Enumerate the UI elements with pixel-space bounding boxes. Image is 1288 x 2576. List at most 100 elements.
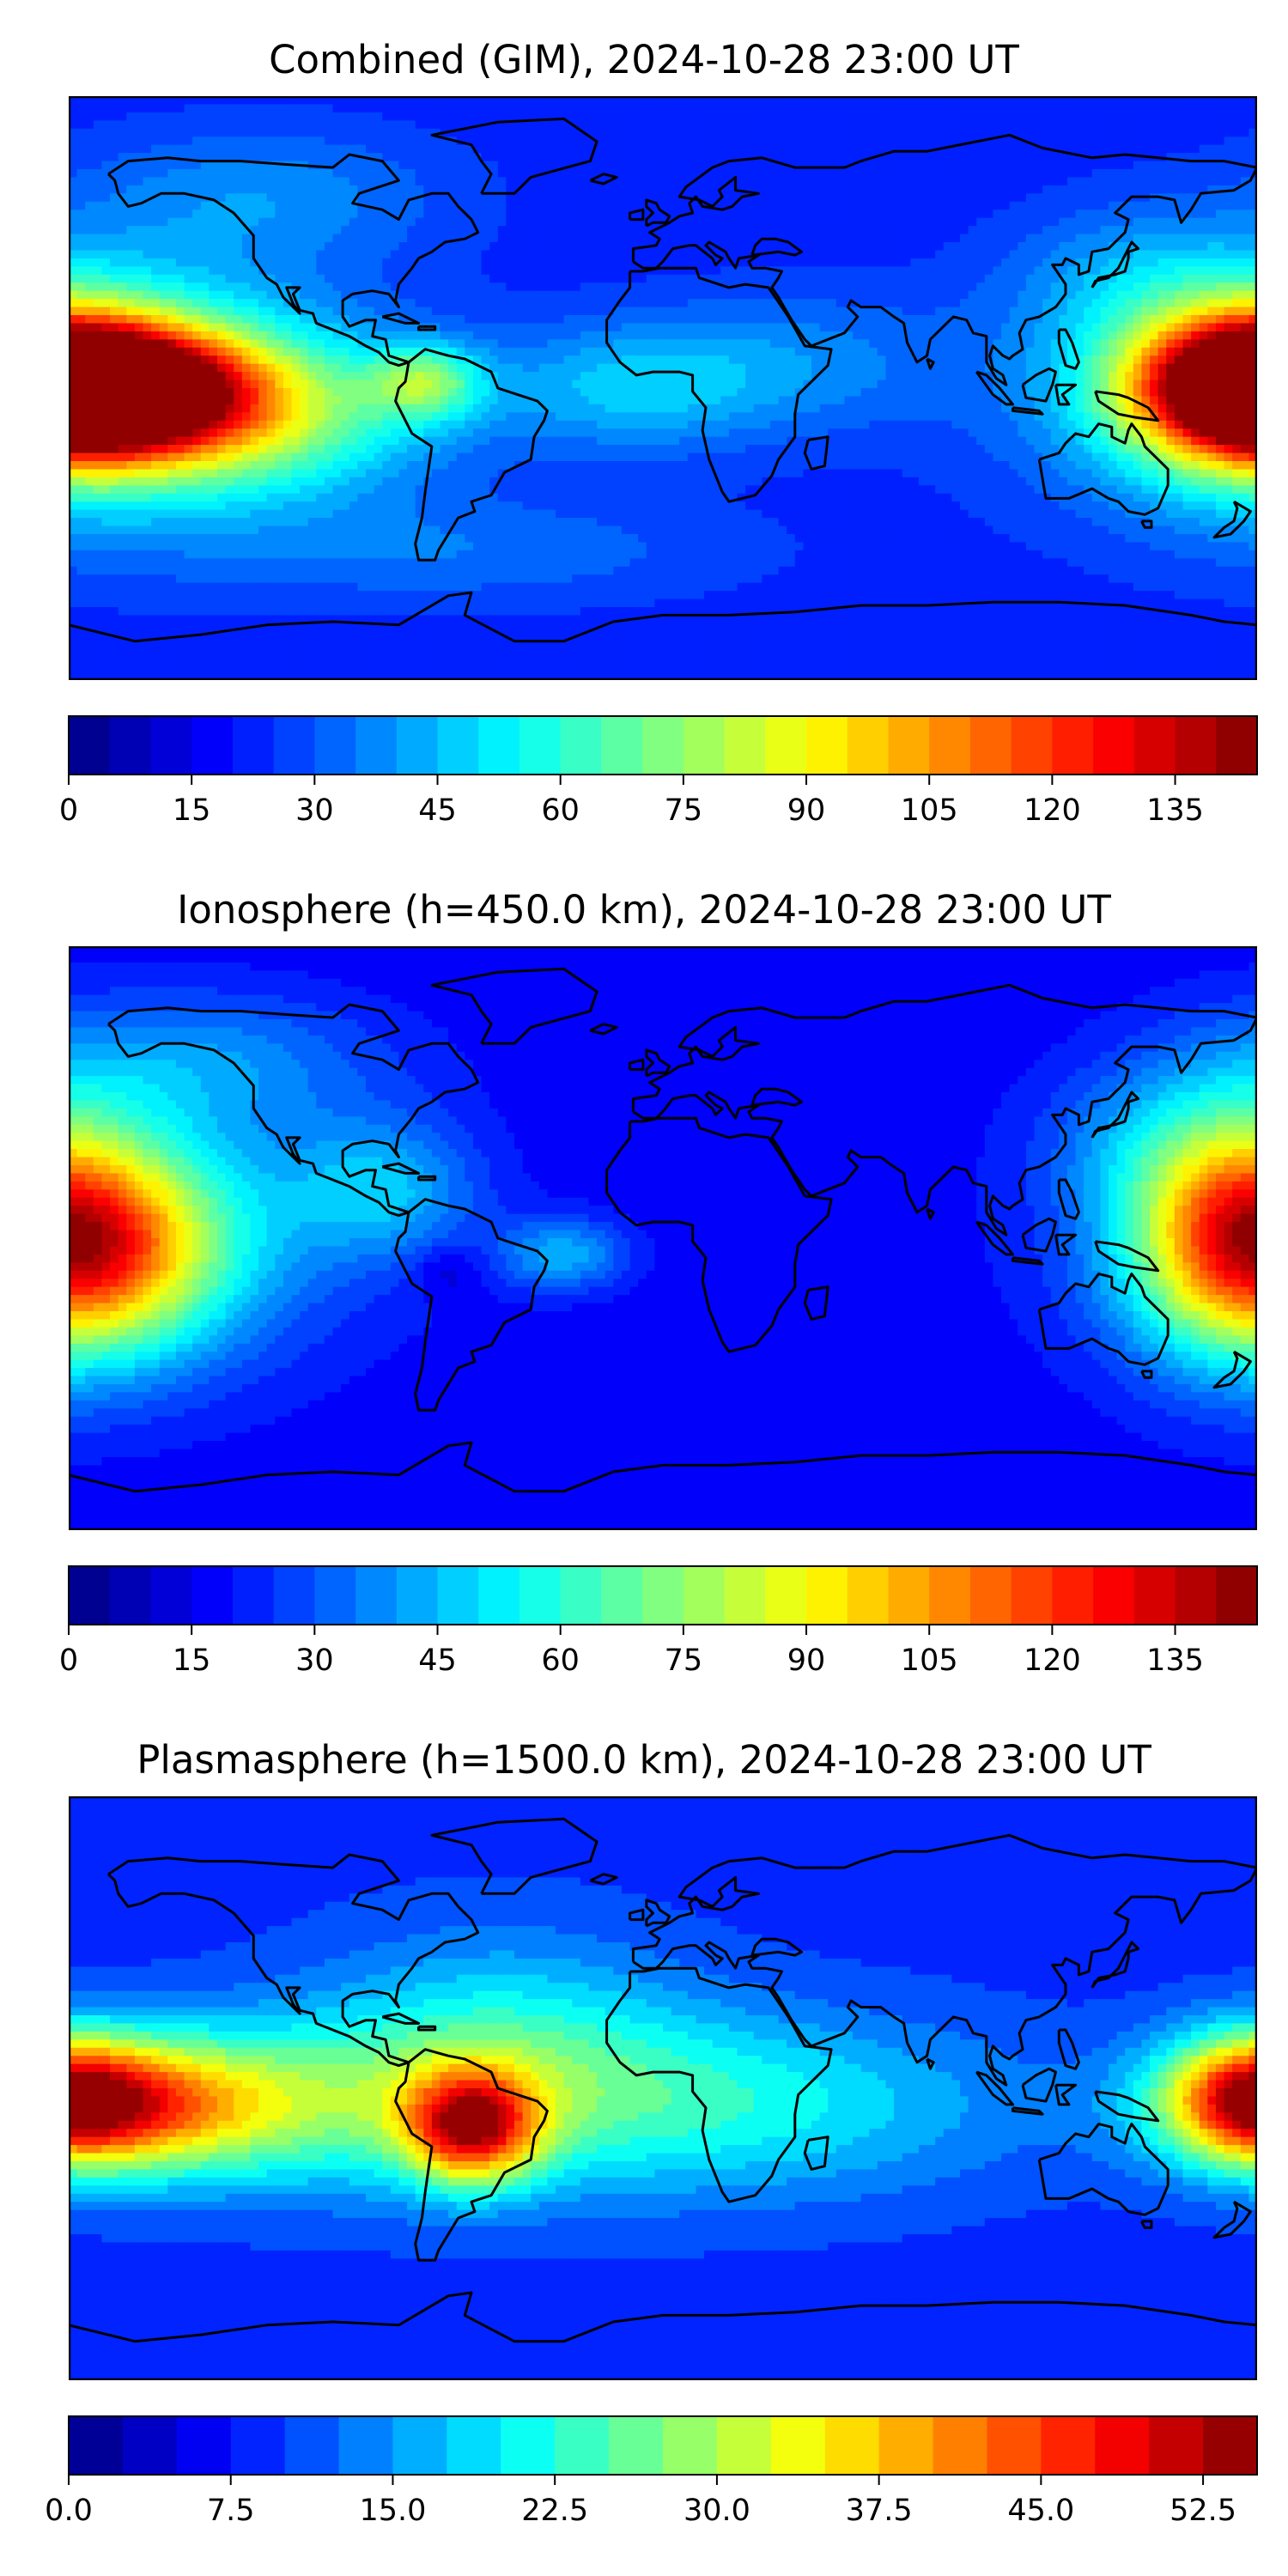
field-cell bbox=[1059, 217, 1068, 227]
field-cell bbox=[728, 144, 738, 154]
field-cell bbox=[580, 185, 590, 194]
field-cell bbox=[366, 274, 375, 283]
field-cell bbox=[332, 331, 342, 340]
field-cell bbox=[984, 250, 994, 259]
field-cell bbox=[968, 234, 977, 243]
field-cell bbox=[275, 217, 284, 227]
field-cell bbox=[134, 201, 144, 210]
field-cell bbox=[431, 363, 441, 373]
field-cell bbox=[1034, 363, 1043, 373]
field-cell bbox=[497, 210, 507, 219]
field-cell bbox=[844, 104, 854, 113]
field-cell bbox=[209, 299, 218, 308]
field-cell bbox=[407, 137, 416, 146]
field-cell bbox=[1133, 210, 1143, 219]
field-cell bbox=[902, 177, 911, 186]
field-cell bbox=[514, 323, 524, 332]
field-cell bbox=[531, 96, 540, 106]
field-cell bbox=[1100, 315, 1109, 325]
field-cell bbox=[506, 185, 515, 194]
field-cell bbox=[167, 339, 177, 349]
field-cell bbox=[126, 128, 136, 137]
field-cell bbox=[1109, 210, 1118, 219]
field-cell bbox=[1042, 363, 1052, 373]
field-cell bbox=[1199, 331, 1208, 340]
field-cell bbox=[1018, 177, 1027, 186]
field-cell bbox=[465, 258, 474, 267]
field-cell bbox=[85, 290, 94, 300]
field-cell bbox=[250, 177, 259, 186]
field-cell bbox=[844, 112, 854, 121]
field-cell bbox=[621, 347, 631, 356]
field-cell bbox=[283, 347, 293, 356]
field-cell bbox=[234, 315, 243, 325]
field-cell bbox=[1232, 201, 1242, 210]
field-cell bbox=[993, 331, 1002, 340]
field-cell bbox=[835, 283, 846, 292]
field-cell bbox=[118, 372, 127, 381]
field-cell bbox=[720, 323, 730, 332]
field-cell bbox=[1100, 226, 1109, 235]
field-cell bbox=[745, 153, 755, 162]
field-cell bbox=[737, 250, 746, 259]
field-cell bbox=[324, 144, 334, 154]
field-cell bbox=[935, 299, 945, 308]
field-cell bbox=[531, 258, 540, 267]
field-cell bbox=[1025, 274, 1036, 283]
field-cell bbox=[572, 307, 581, 316]
field-cell bbox=[423, 96, 433, 106]
field-cell bbox=[209, 201, 218, 210]
field-cell bbox=[968, 363, 977, 373]
field-cell bbox=[85, 242, 94, 252]
field-cell bbox=[192, 104, 202, 113]
field-cell bbox=[456, 144, 465, 154]
field-cell bbox=[481, 372, 490, 381]
field-cell bbox=[69, 372, 78, 381]
field-cell bbox=[762, 120, 771, 130]
field-cell bbox=[415, 210, 424, 219]
field-cell bbox=[753, 137, 762, 146]
field-cell bbox=[217, 137, 227, 146]
field-cell bbox=[134, 144, 144, 154]
field-cell bbox=[993, 96, 1002, 106]
field-cell bbox=[184, 112, 193, 121]
field-cell bbox=[316, 258, 325, 267]
field-cell bbox=[613, 372, 623, 381]
field-cell bbox=[456, 250, 465, 259]
field-cell bbox=[993, 128, 1002, 137]
field-cell bbox=[514, 242, 524, 252]
field-cell bbox=[960, 323, 969, 332]
field-cell bbox=[597, 104, 606, 113]
field-cell bbox=[1009, 169, 1018, 179]
field-cell bbox=[489, 120, 499, 130]
field-cell bbox=[1141, 104, 1151, 113]
field-cell bbox=[679, 299, 689, 308]
field-cell bbox=[1066, 299, 1077, 308]
field-cell bbox=[472, 153, 483, 162]
field-cell bbox=[572, 96, 581, 106]
field-cell bbox=[398, 226, 408, 235]
field-cell bbox=[307, 274, 317, 283]
field-cell bbox=[538, 250, 549, 259]
field-cell bbox=[1091, 137, 1101, 146]
field-cell bbox=[877, 283, 887, 292]
field-cell bbox=[250, 355, 259, 365]
field-cell bbox=[828, 210, 837, 219]
field-cell bbox=[853, 258, 862, 267]
field-cell bbox=[902, 193, 911, 203]
field-cell bbox=[522, 153, 532, 162]
field-cell bbox=[803, 137, 812, 146]
field-cell bbox=[935, 283, 945, 292]
field-cell bbox=[976, 307, 986, 316]
field-cell bbox=[506, 258, 515, 267]
field-cell bbox=[563, 363, 573, 373]
field-cell bbox=[687, 96, 697, 106]
field-cell bbox=[621, 185, 631, 194]
field-cell bbox=[1199, 153, 1208, 162]
field-cell bbox=[720, 226, 730, 235]
field-cell bbox=[151, 323, 161, 332]
field-cell bbox=[531, 372, 540, 381]
field-cell bbox=[671, 144, 680, 154]
field-cell bbox=[1199, 339, 1208, 349]
field-cell bbox=[629, 201, 639, 210]
